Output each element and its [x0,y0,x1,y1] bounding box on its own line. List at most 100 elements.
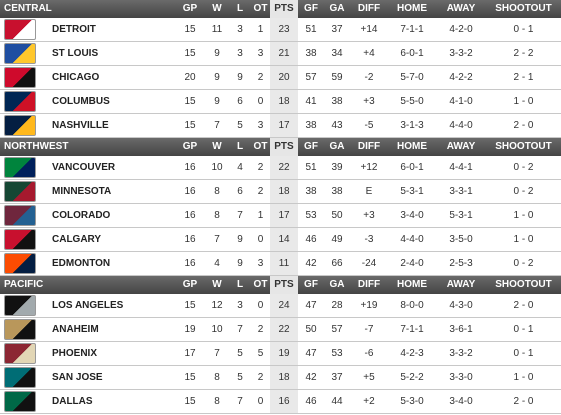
stat-cell: 47 [305,300,317,311]
logo-image [4,91,36,112]
stat-cell: -2 [364,72,374,83]
logo-image [4,229,36,250]
team-name: SAN JOSE [52,372,103,383]
stat-cell: +19 [360,300,378,311]
stat-cell: 7 [214,348,220,359]
stat-cell: 2 [257,186,264,197]
stat-cell: 20 [270,66,298,89]
stat-cell: 3-6-1 [449,324,473,335]
stat-cell: 0 [257,96,264,107]
team-name: COLORADO [52,210,111,221]
team-logo [0,390,40,413]
stat-cell: 14 [270,228,298,251]
team-name: CHICAGO [52,72,100,83]
column-header: GP [182,279,198,290]
stat-cell: 53 [331,348,343,359]
stat-cell: 9 [214,48,220,59]
stat-cell: 34 [331,48,343,59]
column-header: DIFF [357,279,381,290]
stat-cell: 5 [237,120,243,131]
stat-cell: 8-0-0 [400,300,424,311]
stat-cell: 0 [257,300,264,311]
stat-cell: 3-5-0 [449,234,473,245]
logo-image [4,343,36,364]
stat-cell: 57 [331,324,343,335]
stat-cell: 7 [237,396,243,407]
stat-cell: 38 [331,186,343,197]
stat-cell: 1 [257,210,264,221]
team-logo [0,18,40,41]
stat-cell: 1 - 0 [513,210,534,221]
column-header: HOME [397,141,427,152]
stat-cell: -7 [364,324,374,335]
stat-cell: +3 [363,210,375,221]
stat-cell: -24 [361,258,377,269]
team-logo [0,252,40,275]
team-logo [0,294,40,317]
column-header: W [212,3,222,14]
stat-cell: 16 [184,234,196,245]
stat-cell: 4 [214,258,220,269]
stat-cell: 3-1-3 [400,120,424,131]
stat-cell: 9 [237,72,243,83]
team-logo [0,156,40,179]
division-header: CENTRAL GP W L OT PTS GF GA DIFF HOME AWAY SHOOTOUT [0,0,561,18]
stat-cell: 16 [184,162,196,173]
column-header: SHOOTOUT [495,279,552,290]
stat-cell: 15 [184,48,196,59]
team-row: EDMONTON 16 4 9 3 11 42 66 -24 2-4-0 2-5-3 0 - 2 [0,252,561,276]
stat-cell: 3 [237,300,243,311]
stat-cell: 47 [305,348,317,359]
division-name: CENTRAL [4,3,52,14]
logo-image [4,205,36,226]
column-header: GP [182,3,198,14]
division-header: NORTHWEST GP W L OT PTS GF GA DIFF HOME AWAY SHOOTO… [0,138,561,156]
team-name: ANAHEIM [52,324,99,335]
stat-cell: 7 [237,210,243,221]
column-header: GF [304,141,318,152]
stat-cell: 7 [214,120,220,131]
stat-cell: 5-3-0 [400,396,424,407]
stat-cell: 38 [305,48,317,59]
stat-cell: +2 [363,396,375,407]
stat-cell: 15 [184,96,196,107]
stat-cell: 50 [305,324,317,335]
stat-cell: 10 [211,162,223,173]
team-name: CALGARY [52,234,102,245]
stat-cell: 19 [184,324,196,335]
stat-cell: 5-2-2 [400,372,424,383]
stat-cell: 2-5-3 [449,258,473,269]
stat-cell: 18 [270,90,298,113]
stat-cell: 3 [237,48,243,59]
stat-cell: 7-1-1 [400,24,424,35]
stat-cell: 6 [237,186,243,197]
column-header: GA [329,279,345,290]
stat-cell: 0 - 1 [513,24,534,35]
stat-cell: 16 [270,390,298,413]
stat-cell: 44 [331,396,343,407]
stat-cell: 53 [305,210,317,221]
stat-cell: 4-2-0 [449,24,473,35]
stat-cell: 3-3-1 [449,186,473,197]
stat-cell: 6-0-1 [400,162,424,173]
stat-cell: 3-3-0 [449,372,473,383]
stat-cell: 46 [305,396,317,407]
stat-cell: 3-3-2 [449,348,473,359]
stat-cell: 1 - 0 [513,372,534,383]
stat-cell: 17 [184,348,196,359]
stat-cell: 46 [305,234,317,245]
column-header: L [236,279,244,290]
stat-cell: 4-3-0 [449,300,473,311]
stat-cell: 5-3-1 [449,210,473,221]
column-header: OT [253,279,268,290]
team-name: PHOENIX [52,348,98,359]
team-logo [0,66,40,89]
stat-cell: 5 [237,372,243,383]
stat-cell: 11 [270,252,298,275]
team-row: COLUMBUS 15 9 6 0 18 41 38 +3 5-5-0 4-1-0 1 - 0 [0,90,561,114]
team-name: LOS ANGELES [52,300,124,311]
logo-image [4,319,36,340]
stat-cell: 12 [211,300,223,311]
column-header: GA [329,3,345,14]
stat-cell: +3 [363,96,375,107]
